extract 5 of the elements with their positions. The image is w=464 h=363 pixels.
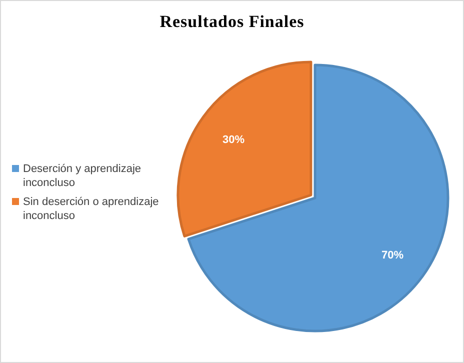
chart-title: Resultados Finales: [160, 12, 304, 31]
legend-label: Sin deserción o aprendizaje inconcluso: [23, 196, 159, 222]
data-label: 70%: [381, 249, 404, 262]
data-label: 30%: [222, 134, 245, 146]
legend-label: Deserción y aprendizaje inconcluso: [23, 163, 142, 189]
